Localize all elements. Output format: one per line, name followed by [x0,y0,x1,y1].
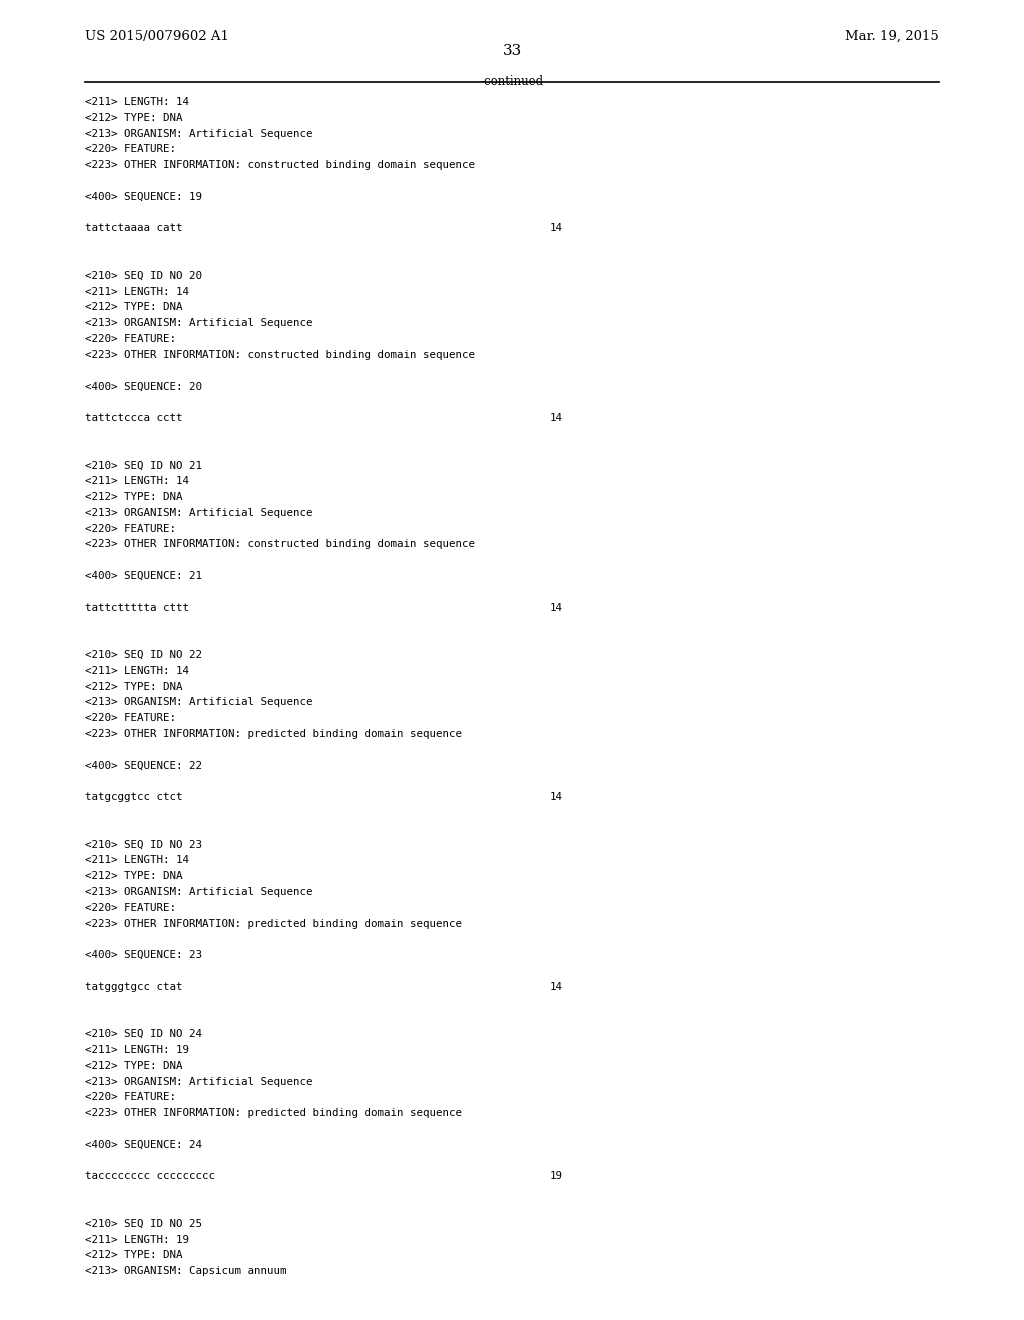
Text: 14: 14 [550,223,563,234]
Text: <213> ORGANISM: Artificial Sequence: <213> ORGANISM: Artificial Sequence [85,887,312,898]
Text: tattcttttta cttt: tattcttttta cttt [85,603,189,612]
Text: <211> LENGTH: 14: <211> LENGTH: 14 [85,665,189,676]
Text: <212> TYPE: DNA: <212> TYPE: DNA [85,302,182,313]
Text: <220> FEATURE:: <220> FEATURE: [85,903,176,913]
Text: <400> SEQUENCE: 24: <400> SEQUENCE: 24 [85,1139,202,1150]
Text: <212> TYPE: DNA: <212> TYPE: DNA [85,681,182,692]
Text: <211> LENGTH: 14: <211> LENGTH: 14 [85,855,189,866]
Text: tattctaaaa catt: tattctaaaa catt [85,223,182,234]
Text: 14: 14 [550,603,563,612]
Text: <213> ORGANISM: Artificial Sequence: <213> ORGANISM: Artificial Sequence [85,1077,312,1086]
Text: <212> TYPE: DNA: <212> TYPE: DNA [85,112,182,123]
Text: <220> FEATURE:: <220> FEATURE: [85,1093,176,1102]
Text: <213> ORGANISM: Artificial Sequence: <213> ORGANISM: Artificial Sequence [85,318,312,329]
Text: US 2015/0079602 A1: US 2015/0079602 A1 [85,30,229,44]
Text: <211> LENGTH: 14: <211> LENGTH: 14 [85,286,189,297]
Text: <400> SEQUENCE: 23: <400> SEQUENCE: 23 [85,950,202,960]
Text: <212> TYPE: DNA: <212> TYPE: DNA [85,492,182,502]
Text: 14: 14 [550,413,563,422]
Text: <213> ORGANISM: Artificial Sequence: <213> ORGANISM: Artificial Sequence [85,697,312,708]
Text: <212> TYPE: DNA: <212> TYPE: DNA [85,1250,182,1261]
Text: <223> OTHER INFORMATION: constructed binding domain sequence: <223> OTHER INFORMATION: constructed bin… [85,160,475,170]
Text: <400> SEQUENCE: 20: <400> SEQUENCE: 20 [85,381,202,392]
Text: <400> SEQUENCE: 21: <400> SEQUENCE: 21 [85,572,202,581]
Text: <210> SEQ ID NO 25: <210> SEQ ID NO 25 [85,1218,202,1229]
Text: 14: 14 [550,982,563,991]
Text: tatgggtgcc ctat: tatgggtgcc ctat [85,982,182,991]
Text: <210> SEQ ID NO 24: <210> SEQ ID NO 24 [85,1030,202,1039]
Text: <211> LENGTH: 19: <211> LENGTH: 19 [85,1234,189,1245]
Text: <212> TYPE: DNA: <212> TYPE: DNA [85,1061,182,1071]
Text: <211> LENGTH: 14: <211> LENGTH: 14 [85,96,189,107]
Text: 33: 33 [503,44,521,58]
Text: <223> OTHER INFORMATION: predicted binding domain sequence: <223> OTHER INFORMATION: predicted bindi… [85,1109,462,1118]
Text: <220> FEATURE:: <220> FEATURE: [85,144,176,154]
Text: <223> OTHER INFORMATION: predicted binding domain sequence: <223> OTHER INFORMATION: predicted bindi… [85,919,462,928]
Text: <211> LENGTH: 14: <211> LENGTH: 14 [85,477,189,486]
Text: <210> SEQ ID NO 22: <210> SEQ ID NO 22 [85,649,202,660]
Text: <223> OTHER INFORMATION: constructed binding domain sequence: <223> OTHER INFORMATION: constructed bin… [85,350,475,360]
Text: -continued: -continued [480,75,544,88]
Text: <213> ORGANISM: Artificial Sequence: <213> ORGANISM: Artificial Sequence [85,128,312,139]
Text: <223> OTHER INFORMATION: constructed binding domain sequence: <223> OTHER INFORMATION: constructed bin… [85,540,475,549]
Text: <213> ORGANISM: Capsicum annuum: <213> ORGANISM: Capsicum annuum [85,1266,287,1276]
Text: <212> TYPE: DNA: <212> TYPE: DNA [85,871,182,882]
Text: tattctccca cctt: tattctccca cctt [85,413,182,422]
Text: Mar. 19, 2015: Mar. 19, 2015 [845,30,939,44]
Text: 19: 19 [550,1171,563,1181]
Text: <220> FEATURE:: <220> FEATURE: [85,713,176,723]
Text: <211> LENGTH: 19: <211> LENGTH: 19 [85,1045,189,1055]
Text: 14: 14 [550,792,563,803]
Text: <210> SEQ ID NO 20: <210> SEQ ID NO 20 [85,271,202,281]
Text: tatgcggtcc ctct: tatgcggtcc ctct [85,792,182,803]
Text: <210> SEQ ID NO 23: <210> SEQ ID NO 23 [85,840,202,850]
Text: <400> SEQUENCE: 22: <400> SEQUENCE: 22 [85,760,202,771]
Text: tacccccccc ccccccccc: tacccccccc ccccccccc [85,1171,215,1181]
Text: <213> ORGANISM: Artificial Sequence: <213> ORGANISM: Artificial Sequence [85,508,312,517]
Text: <210> SEQ ID NO 21: <210> SEQ ID NO 21 [85,461,202,470]
Text: <220> FEATURE:: <220> FEATURE: [85,524,176,533]
Text: <400> SEQUENCE: 19: <400> SEQUENCE: 19 [85,191,202,202]
Text: <223> OTHER INFORMATION: predicted binding domain sequence: <223> OTHER INFORMATION: predicted bindi… [85,729,462,739]
Text: <220> FEATURE:: <220> FEATURE: [85,334,176,345]
